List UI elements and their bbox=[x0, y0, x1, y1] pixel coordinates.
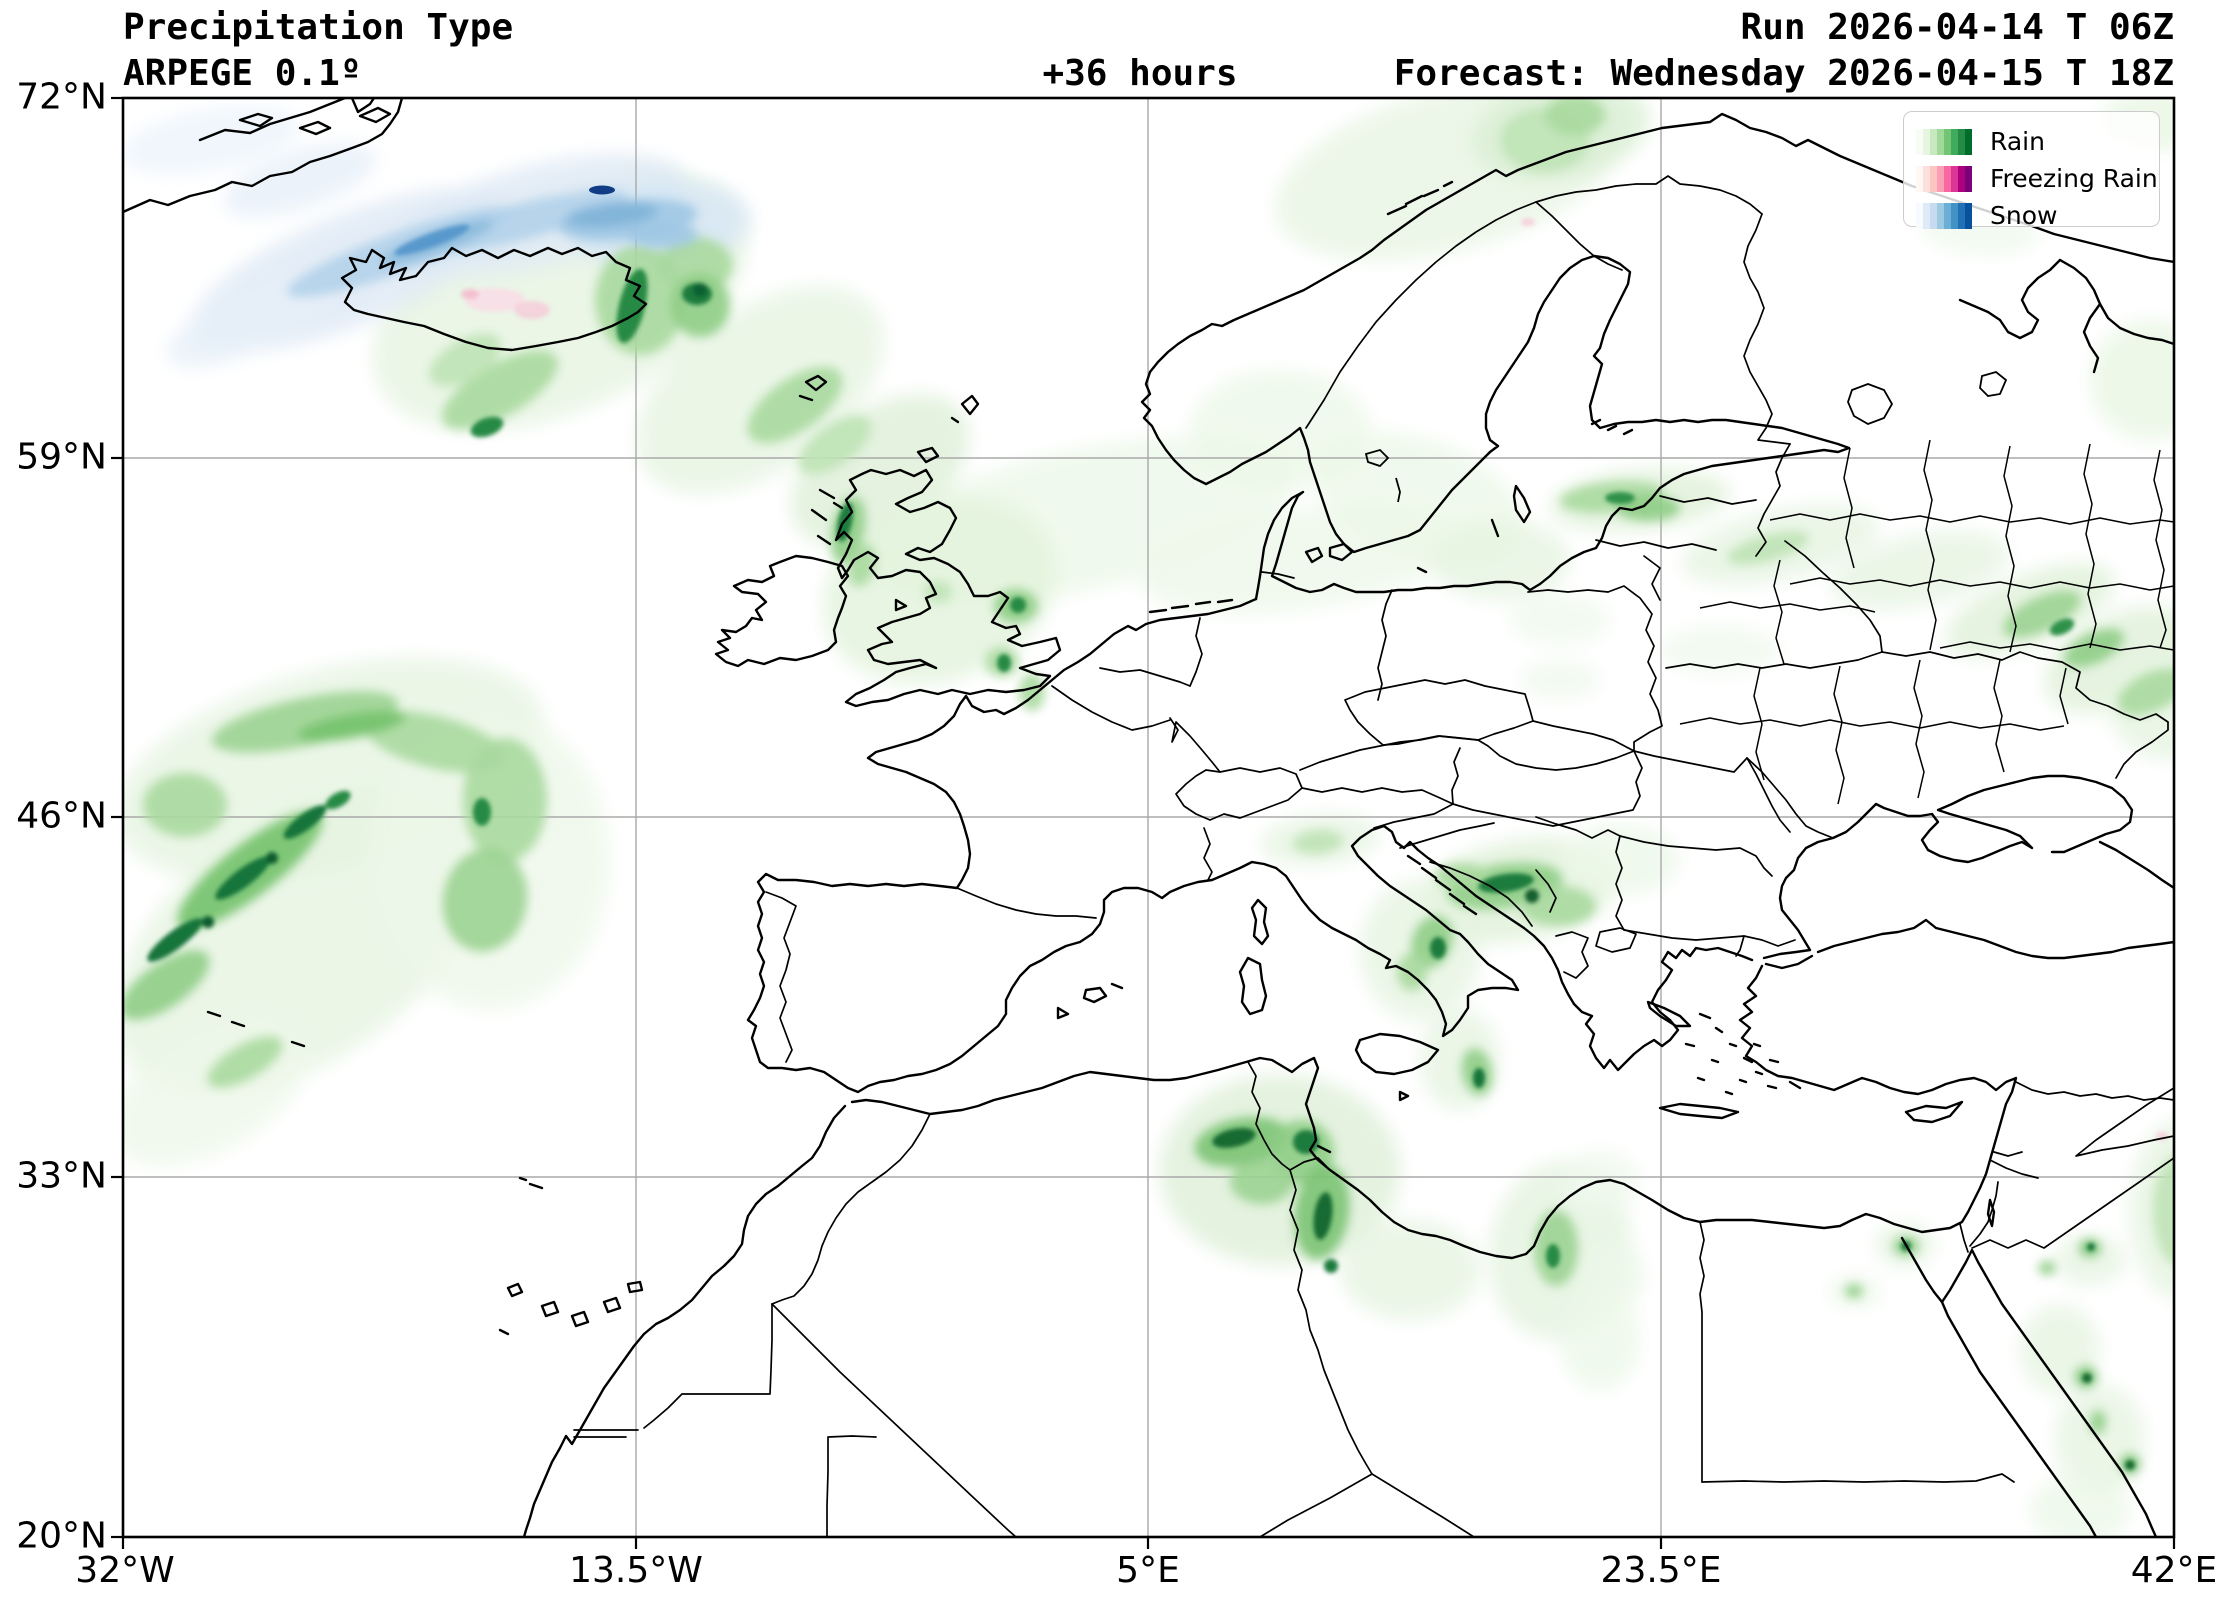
lat-tick-33n: 33°N bbox=[16, 1155, 107, 1197]
rain-colorbar-swatch bbox=[1916, 128, 1972, 155]
legend-label-freezing-rain: Freezing Rain bbox=[1990, 164, 2158, 193]
freezing-rain-colorbar-swatch bbox=[1916, 165, 1972, 192]
legend-row-rain: Rain bbox=[1916, 123, 2159, 160]
freezing-rain-spots bbox=[461, 218, 2168, 1140]
country-borders bbox=[573, 175, 2174, 1537]
lat-tick-59n: 59°N bbox=[16, 436, 107, 478]
snow-colorbar-swatch bbox=[1916, 202, 1972, 229]
region-borders-lattice bbox=[1679, 439, 2174, 805]
rain-shading-dark bbox=[147, 268, 2135, 1470]
lon-tick-5e: 5°E bbox=[1116, 1550, 1180, 1591]
lat-tick-46n: 46°N bbox=[16, 795, 107, 837]
lat-tick-20n: 20°N bbox=[16, 1515, 107, 1557]
lon-tick-135w: 13.5°W bbox=[569, 1550, 703, 1591]
figure-title: Precipitation Type bbox=[123, 7, 514, 48]
lon-tick-235e: 23.5°E bbox=[1600, 1550, 1722, 1591]
legend-row-snow: Snow bbox=[1916, 197, 2159, 234]
lon-tick-32w: 32°W bbox=[75, 1550, 175, 1591]
legend-label-rain: Rain bbox=[1990, 127, 2045, 156]
coastlines bbox=[123, 98, 2174, 1537]
forecast-timestamp: Forecast: Wednesday 2026-04-15 T 18Z bbox=[1393, 53, 2174, 94]
lon-tick-42e: 42°E bbox=[2130, 1550, 2218, 1591]
lakes bbox=[1364, 371, 2008, 503]
snow-shading-dark bbox=[394, 185, 615, 256]
legend-label-snow: Snow bbox=[1990, 201, 2058, 230]
map-frame bbox=[111, 96, 2176, 1549]
precip-type-legend: Rain Freezing Rain Snow bbox=[1903, 111, 2160, 229]
lead-time-label: +36 hours bbox=[1042, 53, 1238, 94]
model-name: ARPEGE 0.1º bbox=[123, 53, 362, 94]
rain-shading-medium bbox=[123, 98, 2174, 1474]
lat-tick-72n: 72°N bbox=[16, 76, 107, 118]
legend-row-freezing-rain: Freezing Rain bbox=[1916, 160, 2159, 197]
run-timestamp: Run 2026-04-14 T 06Z bbox=[1740, 7, 2174, 48]
